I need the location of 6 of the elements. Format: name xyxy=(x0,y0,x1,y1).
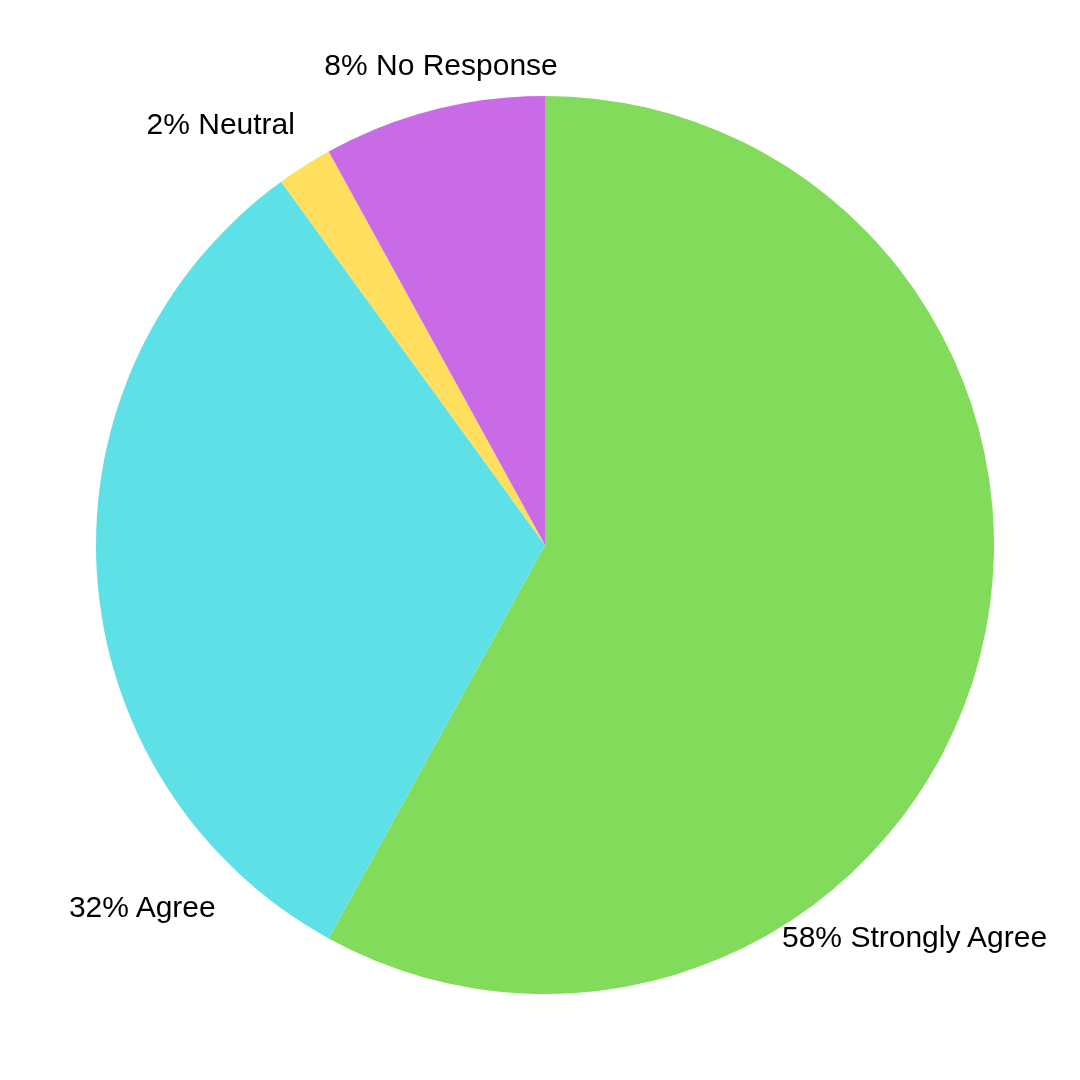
slice-label: 2% Neutral xyxy=(146,107,295,141)
slice-label: 8% No Response xyxy=(324,48,558,82)
slice-label: 58% Strongly Agree xyxy=(782,919,1048,953)
pie-slice xyxy=(281,151,545,545)
slice-label: 32% Agree xyxy=(68,890,216,924)
pie-slice xyxy=(328,96,545,545)
